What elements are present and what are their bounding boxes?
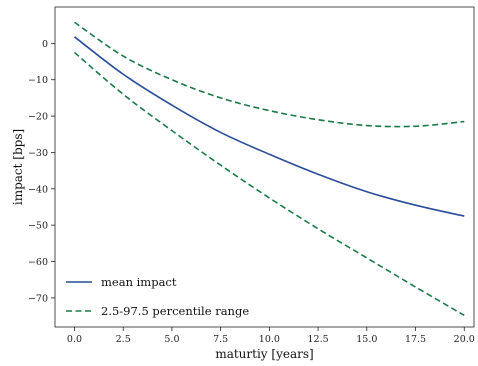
y-tick-label: −30 xyxy=(28,148,48,159)
y-tick-label: 0 xyxy=(42,39,48,50)
y-tick-label: −60 xyxy=(28,257,48,268)
x-tick-label: 10.0 xyxy=(259,334,280,345)
legend: mean impact 2.5-97.5 percentile range xyxy=(66,275,249,318)
y-tick-label: −40 xyxy=(28,184,48,195)
y-tick-label: −50 xyxy=(28,221,48,232)
x-tick-label: 0.0 xyxy=(67,334,82,345)
y-tick-label: −20 xyxy=(28,112,48,123)
x-tick-label: 5.0 xyxy=(164,334,179,345)
x-tick-label: 17.5 xyxy=(405,334,426,345)
legend-label-percentile-range: 2.5-97.5 percentile range xyxy=(101,304,249,318)
y-axis: 0 −10 −20 −30 −40 −50 −60 −70 xyxy=(28,39,55,304)
x-axis: 0.0 2.5 5.0 7.5 10.0 12.5 15.0 17.5 20.0 xyxy=(67,327,475,345)
percentile-band-line-2 xyxy=(73,51,465,317)
y-axis-label: impact [bps] xyxy=(11,129,25,205)
x-tick-label: 20.0 xyxy=(454,334,475,345)
series-lines xyxy=(73,21,465,317)
x-axis-label: maturtiy [years] xyxy=(215,347,313,361)
y-tick-label: −10 xyxy=(28,75,48,86)
x-tick-label: 7.5 xyxy=(213,334,228,345)
mean-impact-line xyxy=(74,36,465,217)
x-tick-label: 2.5 xyxy=(116,334,131,345)
y-tick-label: −70 xyxy=(28,293,48,304)
plot-area xyxy=(54,6,475,328)
legend-label-mean-impact: mean impact xyxy=(101,275,177,289)
x-tick-label: 15.0 xyxy=(356,334,377,345)
x-tick-label: 12.5 xyxy=(308,334,329,345)
